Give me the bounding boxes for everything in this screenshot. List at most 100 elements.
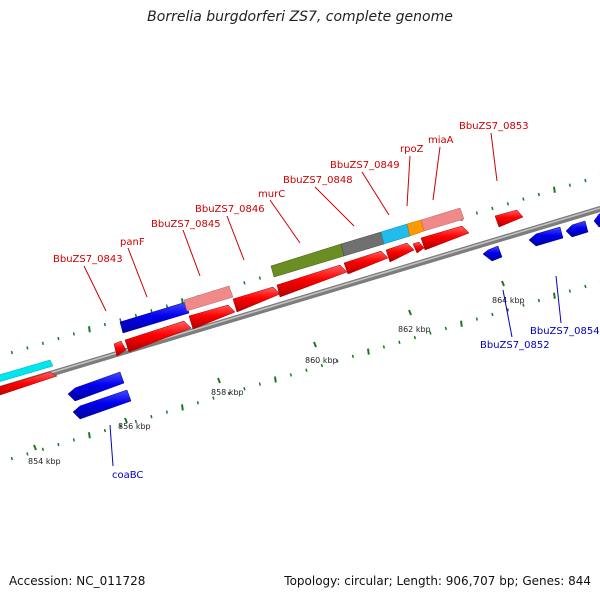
tick-label: 860 kbp	[305, 356, 338, 365]
gene-label-bbuzs7-0854: BbuZS7_0854	[530, 326, 600, 337]
guide-tick	[444, 326, 448, 331]
forward-gene-arrow	[420, 225, 470, 251]
guide-tick	[537, 192, 541, 197]
guide-tick	[72, 438, 76, 442]
tick-label: 854 kbp	[28, 457, 61, 466]
guide-tick	[522, 197, 525, 201]
scale-tick: 862 kbp	[398, 309, 431, 334]
guide-tick	[382, 345, 386, 349]
scale-tick: 854 kbp	[28, 444, 61, 466]
guide-tick	[41, 341, 45, 345]
label-leader-lines	[83, 132, 498, 312]
guide-tick	[181, 404, 184, 411]
guide-tick	[506, 308, 510, 312]
forward-gene-arrow	[113, 340, 127, 357]
gene-label-coabc: coaBC	[112, 470, 143, 481]
guide-tick	[522, 303, 525, 307]
guide-tick	[475, 317, 479, 321]
scale-tick: 856 kbp	[118, 417, 151, 431]
reverse-gene-arrow	[482, 245, 503, 262]
forward-gene-arrow	[412, 241, 425, 254]
guide-tick	[568, 183, 572, 187]
reverse-gene-arrow	[593, 213, 600, 228]
guide-tick	[41, 447, 45, 451]
genome-backbone-highlight	[0, 207, 600, 389]
forward-gene-arrow	[0, 371, 58, 396]
gene-label-bbuzs7-0843: BbuZS7_0843	[53, 254, 123, 265]
guide-tick	[475, 211, 479, 215]
guide-tick	[537, 298, 541, 303]
guide-tick	[553, 292, 556, 299]
cyan-feature	[0, 359, 54, 382]
gene-label-miaa: miaA	[428, 135, 454, 146]
guide-tick	[72, 332, 76, 336]
gene-label-murc: murC	[258, 189, 285, 200]
guide-tick	[320, 363, 324, 368]
tick-label: 856 kbp	[118, 422, 151, 431]
pink-feature	[183, 285, 234, 312]
guide-tick	[88, 432, 91, 439]
sky-feature	[380, 223, 411, 245]
guide-tick	[10, 456, 14, 461]
guide-tick	[134, 313, 138, 318]
accession-label: Accession: NC_011728	[9, 574, 146, 588]
gene-label-rpoz: rpoZ	[400, 144, 424, 155]
map-title: Borrelia burgdorferi ZS7, complete genom…	[147, 9, 453, 25]
guide-tick	[258, 382, 262, 386]
guide-tick	[243, 281, 246, 285]
gene-label-bbuzs7-0853: BbuZS7_0853	[459, 121, 529, 132]
gene-label-bbuzs7-0845: BbuZS7_0845	[151, 219, 221, 230]
forward-gene-arrow	[188, 304, 236, 330]
guide-tick	[398, 340, 401, 344]
guide-tick	[506, 202, 510, 206]
reverse-gene-arrow	[67, 371, 125, 402]
guide-tick	[103, 322, 107, 327]
gene-label-bbuzs7-0846: BbuZS7_0846	[195, 204, 265, 215]
guide-tick	[119, 318, 122, 322]
reverse-gene-arrow	[528, 226, 564, 247]
guide-tick	[212, 396, 215, 400]
guide-tick	[196, 401, 200, 405]
guide-tick	[584, 178, 587, 183]
guide-tick	[429, 331, 432, 335]
genome-backbone	[0, 205, 600, 393]
scale-tick: 858 kbp	[211, 377, 244, 397]
guide-tick	[119, 424, 122, 428]
gene-label-panf: panF	[120, 237, 145, 248]
guide-tick	[491, 312, 494, 317]
guide-tick	[553, 186, 556, 193]
scale-tick: 860 kbp	[305, 341, 338, 365]
tick-label: 862 kbp	[398, 325, 431, 334]
guide-tick	[150, 415, 153, 419]
guide-tick	[26, 346, 29, 350]
guide-tick	[413, 335, 417, 340]
genome-summary: Topology: circular; Length: 906,707 bp; …	[284, 574, 591, 588]
guide-tick	[460, 320, 463, 327]
guide-tick	[10, 350, 14, 355]
forward-gene-arrow	[343, 250, 389, 275]
reverse-gene-arrow	[72, 389, 132, 420]
reverse-label-leader-lines	[109, 275, 562, 467]
guide-tick	[26, 452, 29, 456]
guide-tick	[568, 289, 572, 293]
guide-tick	[165, 304, 169, 308]
tick-label: 864 kbp	[492, 296, 525, 305]
guide-tick	[367, 348, 370, 355]
guide-tick	[336, 359, 339, 363]
guide-tick	[57, 336, 60, 341]
guide-tick	[584, 284, 587, 289]
guide-tick	[289, 373, 293, 377]
blue-feature	[119, 301, 190, 334]
pink-feature-2	[420, 207, 465, 232]
forward-gene-arrow	[385, 242, 415, 263]
forward-gene-arrow	[276, 264, 348, 298]
guide-tick	[88, 326, 91, 333]
guide-tick	[305, 368, 308, 372]
guide-tick	[103, 428, 107, 433]
tick-label: 858 kbp	[211, 388, 244, 397]
guide-tick	[150, 309, 153, 313]
guide-tick	[258, 276, 262, 280]
guide-tick	[57, 442, 60, 447]
gene-label-bbuzs7-0849: BbuZS7_0849	[330, 160, 400, 171]
